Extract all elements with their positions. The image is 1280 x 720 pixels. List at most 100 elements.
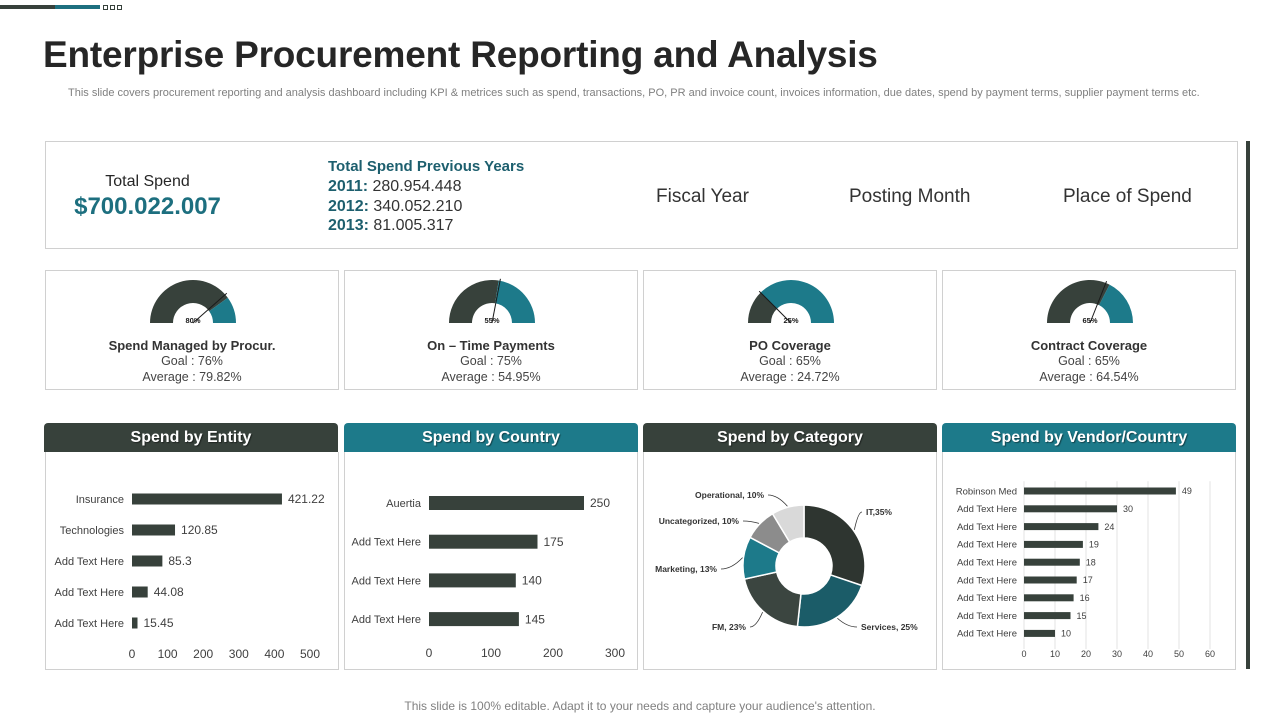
- data-label: 140: [522, 574, 542, 588]
- filter-fiscal-year[interactable]: Fiscal Year: [656, 186, 749, 207]
- gauge-needle: [192, 292, 228, 324]
- chart-panel-vendor: Robinson Med 49 Add Text Here 30 Add Text He…: [942, 452, 1236, 670]
- kpi-average: Average : 64.54%: [1039, 370, 1139, 384]
- bar: [1024, 558, 1080, 566]
- data-label: 16: [1080, 593, 1090, 603]
- previous-year-row: 2011: 280.954.448: [328, 178, 462, 195]
- gauge-needle: [1089, 280, 1108, 324]
- chart-header-spend-by-country: Spend by Country: [344, 423, 638, 452]
- bar: [132, 586, 148, 598]
- tick-label: 30: [1112, 649, 1122, 659]
- data-label: 18: [1086, 557, 1096, 567]
- bar: [1024, 594, 1074, 602]
- leader-line: [749, 611, 763, 628]
- data-label: 44.08: [154, 585, 184, 599]
- tick-label: 300: [605, 646, 625, 660]
- chart-panel-country: Auertia 250 Add Text Here 175 Add Text Here 1…: [344, 452, 638, 670]
- kpi-average: Average : 54.95%: [441, 370, 541, 384]
- tick-label: 500: [300, 647, 320, 661]
- previous-year-row: 2013: 81.005.317: [328, 217, 454, 234]
- kpi-card-po-coverage: 25% PO Coverage Goal : 65% Average : 24.…: [643, 270, 937, 390]
- category-label: Add Text Here: [54, 618, 124, 630]
- category-label: Add Text Here: [957, 504, 1017, 515]
- tick-label: 20: [1081, 649, 1091, 659]
- gauge: 55%: [449, 278, 535, 325]
- pie-slice: [771, 504, 805, 544]
- category-label: Add Text Here: [351, 575, 421, 587]
- category-label: Auertia: [386, 498, 422, 510]
- data-label: 15: [1077, 611, 1087, 621]
- gauge-fill: [150, 280, 228, 323]
- category-label: Add Text Here: [957, 522, 1017, 533]
- tick-label: 10: [1050, 649, 1060, 659]
- bar: [429, 612, 519, 627]
- tick-label: 400: [264, 647, 284, 661]
- slice-label: Services, 25%: [861, 622, 918, 632]
- chart-panel-category: IT,35% Services, 25% FM, 23% Marketing, 13%…: [643, 452, 937, 670]
- filter-posting-month[interactable]: Posting Month: [849, 186, 971, 207]
- kpi-card-spend-managed: 80% Spend Managed by Procur. Goal : 76% …: [45, 270, 339, 390]
- data-label: 145: [525, 612, 545, 626]
- data-label: 175: [544, 535, 564, 549]
- chart-panel-entity: Insurance 421.22 Technologies 120.85 Add Tex…: [45, 452, 339, 670]
- previous-year-row: 2012: 340.052.210: [328, 197, 463, 215]
- bar: [1024, 540, 1083, 548]
- bar: [429, 573, 516, 588]
- summary-panel: Total Spend $700.022.007 Total Spend Pre…: [45, 141, 1238, 249]
- bar: [1024, 523, 1099, 531]
- filter-place-of-spend[interactable]: Place of Spend: [1063, 186, 1192, 207]
- gauge-remainder: [209, 297, 236, 323]
- gauge-value-label: 25%: [783, 316, 798, 325]
- gauge: 80%: [150, 280, 236, 325]
- tick-label: 0: [129, 647, 136, 661]
- footer-note: This slide is 100% editable. Adapt it to…: [404, 699, 876, 713]
- category-label: Add Text Here: [957, 540, 1017, 551]
- gauge-value-label: 65%: [1082, 316, 1097, 325]
- category-label: Add Text Here: [957, 629, 1017, 640]
- category-label: Insurance: [76, 494, 124, 506]
- pie-slice: [743, 571, 802, 628]
- kpi-name: PO Coverage: [749, 338, 831, 353]
- data-label: 15.45: [144, 616, 174, 630]
- bar: [1024, 576, 1077, 584]
- gauge-value-label: 55%: [484, 316, 499, 325]
- chart-header-spend-by-entity: Spend by Entity: [44, 423, 338, 452]
- kpi-card-contract-coverage: 65% Contract Coverage Goal : 65% Average…: [942, 270, 1236, 390]
- leader-line: [837, 617, 858, 628]
- gauge: 25%: [748, 280, 834, 325]
- kpi-average: Average : 24.72%: [740, 370, 840, 384]
- kpi-goal: Goal : 65%: [1058, 354, 1120, 368]
- slice-label: FM, 23%: [712, 622, 746, 632]
- category-label: Add Text Here: [54, 556, 124, 568]
- data-label: 17: [1083, 575, 1093, 585]
- page-title: Enterprise Procurement Reporting and Ana…: [43, 34, 878, 75]
- tick-label: 200: [193, 647, 213, 661]
- gauge-remainder: [1099, 284, 1133, 323]
- tick-label: 0: [426, 646, 433, 660]
- bar: [132, 524, 176, 536]
- slice-label: Marketing, 13%: [655, 564, 717, 574]
- kpi-name: On – Time Payments: [427, 338, 555, 353]
- gauge-fill: [1047, 280, 1110, 323]
- data-label: 30: [1123, 504, 1133, 514]
- gauge-remainder: [495, 280, 535, 323]
- pie-slice: [796, 573, 863, 628]
- gauge-fill: [449, 280, 499, 323]
- chart-spend-by-vendor-country: Robinson Med 49 Add Text Here 30 Add Text He…: [956, 481, 1215, 659]
- data-label: 49: [1182, 486, 1192, 496]
- bar: [1024, 612, 1071, 620]
- category-label: Add Text Here: [351, 537, 421, 549]
- kpi-goal: Goal : 75%: [460, 354, 522, 368]
- top-accent-dots: [103, 5, 122, 10]
- bar: [429, 534, 538, 549]
- kpi-average: Average : 79.82%: [142, 370, 242, 384]
- slice-label: Uncategorized, 10%: [659, 516, 740, 526]
- category-label: Add Text Here: [957, 593, 1017, 604]
- tick-label: 40: [1143, 649, 1153, 659]
- bar: [132, 555, 163, 567]
- category-label: Technologies: [60, 525, 125, 537]
- tick-label: 300: [229, 647, 249, 661]
- category-label: Add Text Here: [957, 575, 1017, 586]
- leader-line: [853, 511, 863, 530]
- chart-spend-by-category: IT,35% Services, 25% FM, 23% Marketing, 13%…: [655, 490, 918, 632]
